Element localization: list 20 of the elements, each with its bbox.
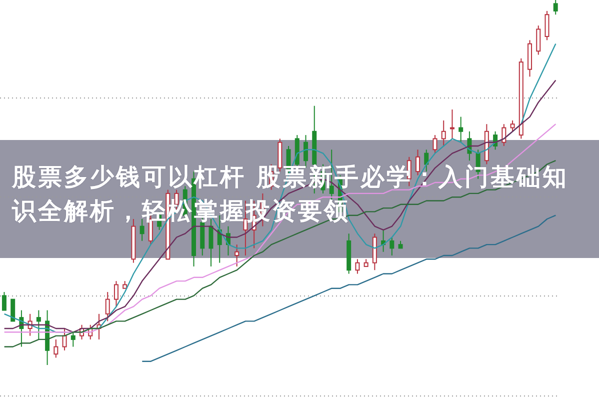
- candlestick: [441, 120, 446, 146]
- candlestick: [114, 280, 118, 308]
- candlestick: [544, 10, 550, 41]
- candlestick: [502, 124, 506, 146]
- candlestick: [510, 120, 515, 132]
- candlestick: [536, 25, 541, 56]
- candlestick: [36, 310, 41, 340]
- candlestick: [54, 338, 58, 358]
- candlestick: [390, 236, 394, 256]
- candlestick: [234, 244, 240, 267]
- candlestick: [458, 116, 464, 143]
- candlestick: [105, 292, 110, 322]
- candlestick: [553, 0, 558, 16]
- candlestick: [450, 109, 454, 140]
- candlestick: [62, 328, 67, 351]
- candlestick: [432, 134, 438, 154]
- candlestick: [2, 292, 6, 311]
- candlestick: [10, 298, 16, 322]
- candlestick: [70, 332, 76, 348]
- candlestick: [355, 258, 360, 274]
